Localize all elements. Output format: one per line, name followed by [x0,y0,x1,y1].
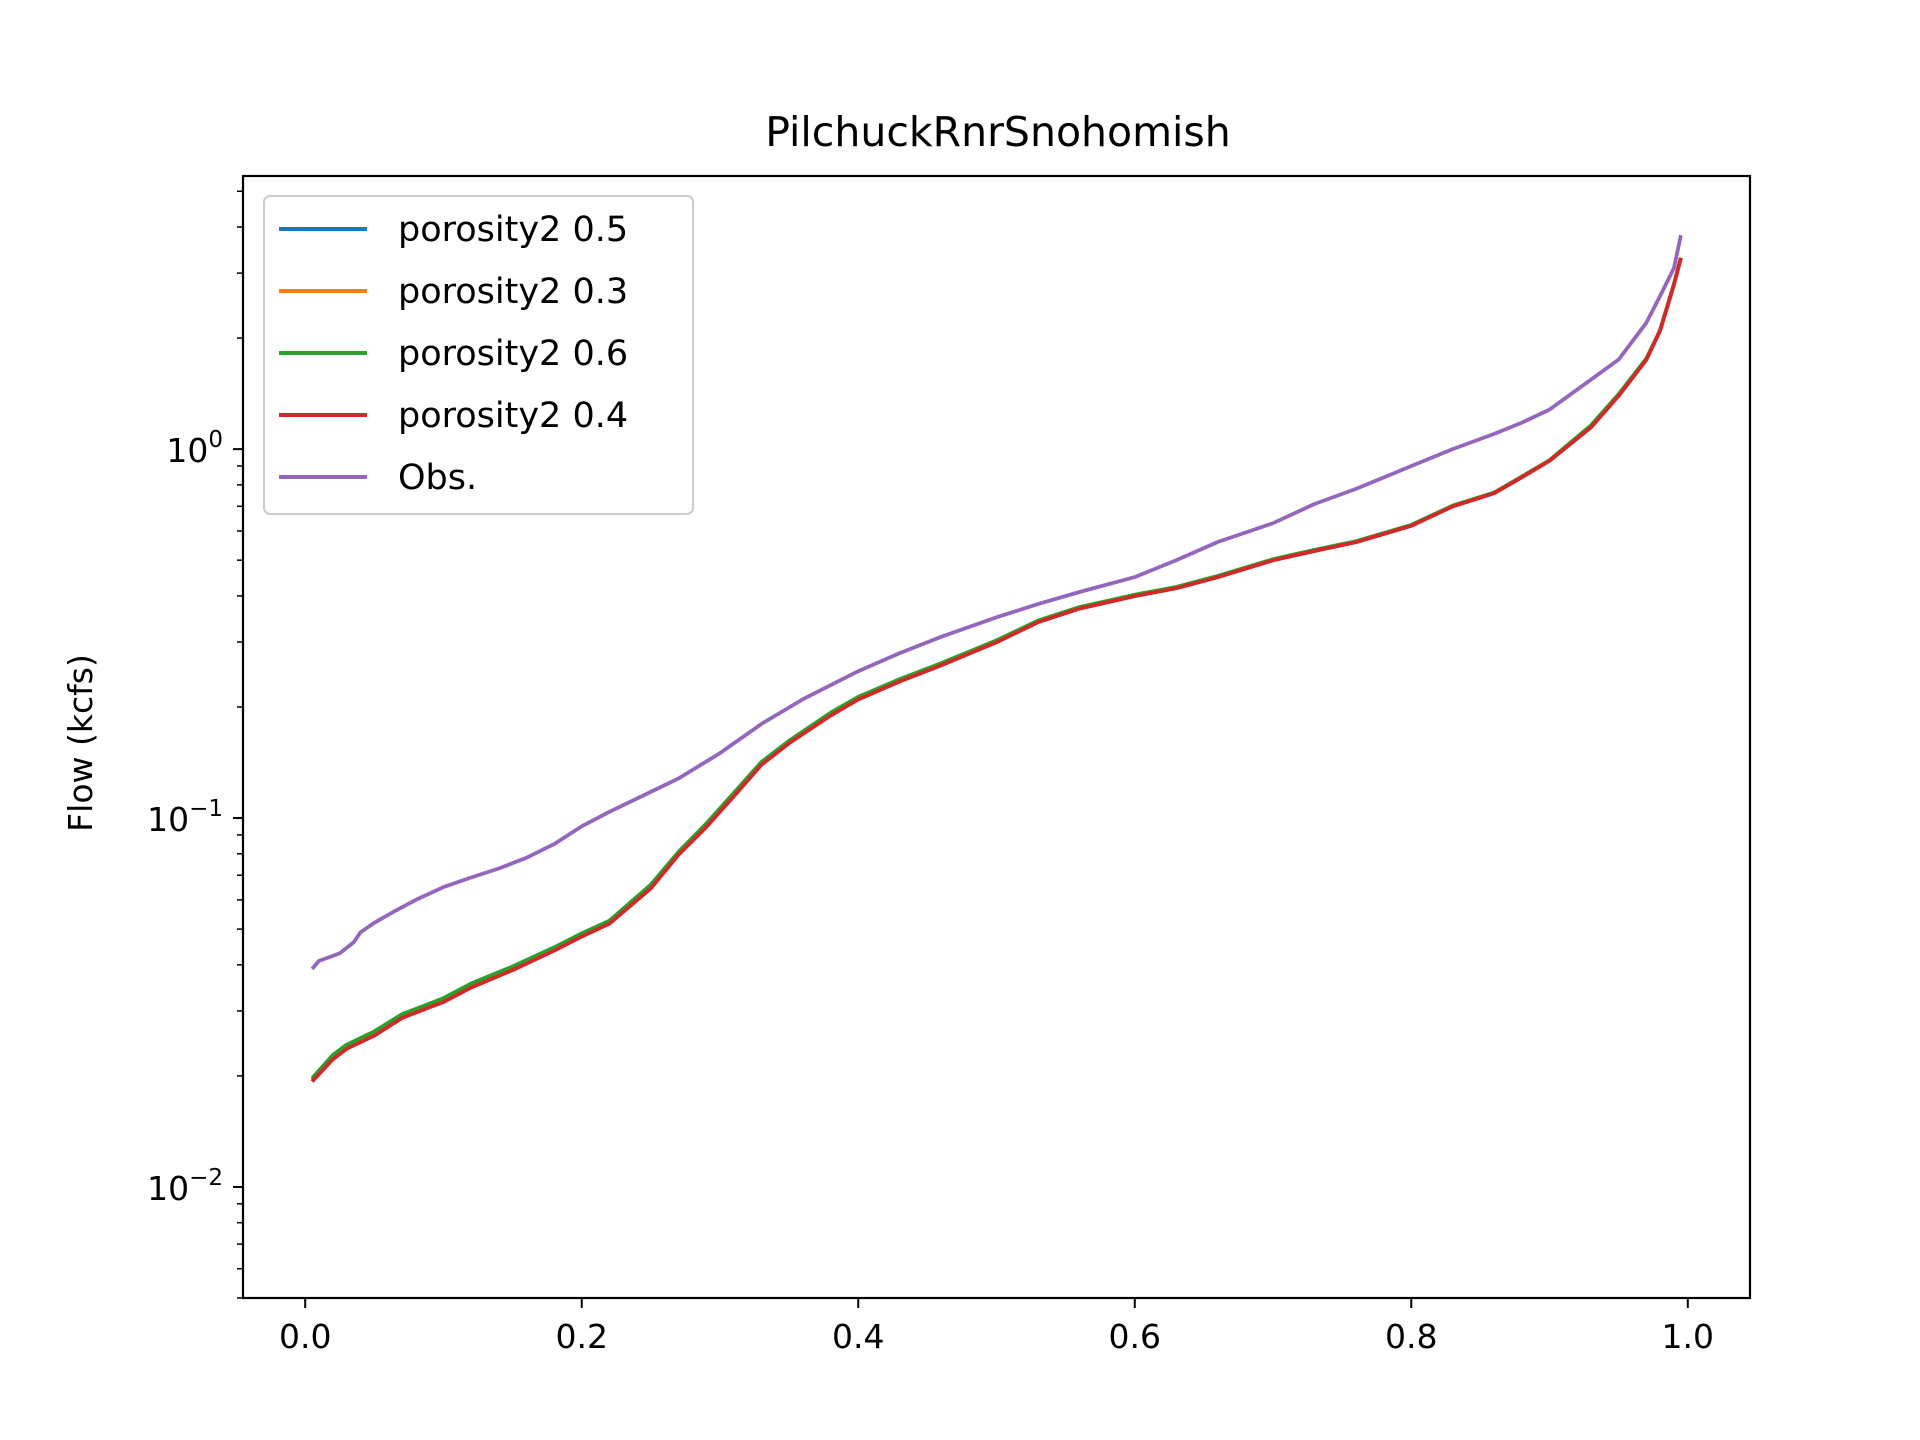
x-tick-label: 0.2 [555,1317,607,1356]
legend: porosity2 0.5 porosity2 0.3 porosity2 0.6 p… [263,195,694,515]
x-tick-label: 0.4 [832,1317,884,1356]
x-tick-label: 0.0 [279,1317,331,1356]
legend-label: porosity2 0.3 [398,272,628,312]
legend-label: porosity2 0.4 [398,396,628,436]
x-tick-label: 0.8 [1385,1317,1437,1356]
x-tick-label: 0.6 [1109,1317,1161,1356]
chart-title: PilchuckRnrSnohomish [765,108,1231,156]
y-axis-label: Flow (kcfs) [61,654,100,832]
x-tick-label: 1.0 [1662,1317,1714,1356]
legend-label: porosity2 0.5 [398,210,628,250]
series-line [310,234,1683,971]
series-layer [310,234,1683,1083]
plot-frame [241,174,1752,1300]
x-axis: 0.0 0.2 0.4 0.6 0.8 1.0 [279,1298,1714,1356]
series-line [310,257,1683,1083]
y-tick-label: 100 [166,427,223,470]
y-tick-label: 10−2 [147,1165,223,1208]
legend-box [263,195,694,515]
y-tick-label: 10−1 [147,796,223,839]
legend-label: Obs. [398,458,477,498]
y-axis: 100 10−1 10−2 [147,190,243,1299]
legend-label: porosity2 0.6 [398,334,628,374]
